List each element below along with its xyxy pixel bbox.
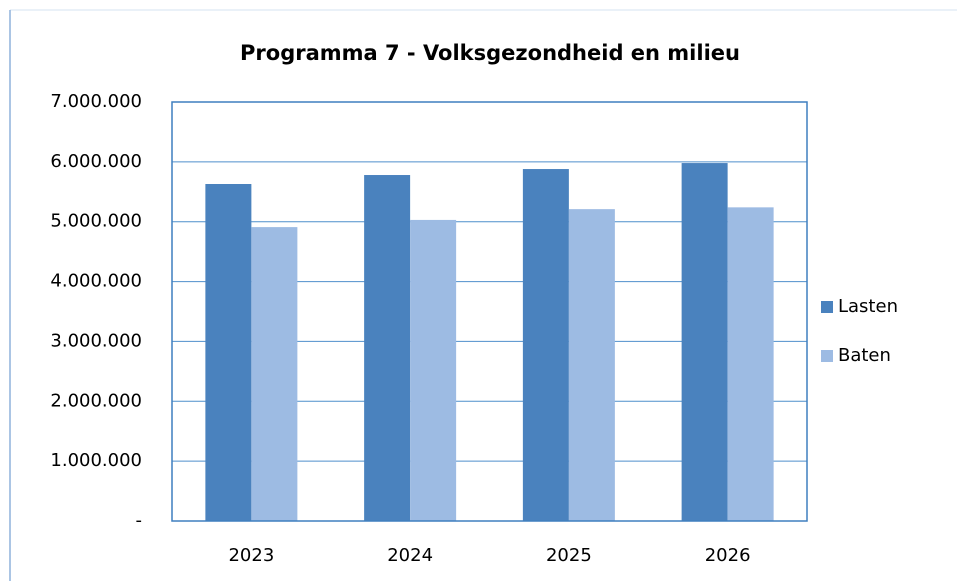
- y-tick-label: 6.000.000: [50, 151, 142, 172]
- y-tick-label: 7.000.000: [50, 91, 142, 112]
- x-tick-label: 2026: [705, 545, 751, 566]
- bar: [205, 184, 252, 522]
- legend-swatch: [821, 350, 833, 362]
- bar: [410, 219, 457, 521]
- bar: [681, 163, 728, 521]
- y-tick-label: 1.000.000: [50, 450, 142, 471]
- y-tick-label: 5.000.000: [50, 211, 142, 232]
- y-tick-label: -: [136, 510, 143, 531]
- legend-label: Lasten: [838, 296, 898, 317]
- x-tick-label: 2025: [546, 545, 592, 566]
- x-tick-label: 2024: [387, 545, 433, 566]
- bar: [364, 175, 411, 522]
- y-tick-label: 3.000.000: [50, 330, 142, 351]
- legend-swatch: [821, 301, 833, 313]
- chart-title: Programma 7 - Volksgezondheid en milieu: [240, 41, 740, 65]
- plot-area-border: [171, 101, 808, 522]
- bar: [727, 207, 774, 521]
- bar: [251, 227, 298, 521]
- bar: [522, 169, 569, 522]
- x-tick-label: 2023: [228, 545, 274, 566]
- y-tick-label: 2.000.000: [50, 390, 142, 411]
- legend-label: Baten: [838, 345, 891, 366]
- y-tick-label: 4.000.000: [50, 271, 142, 292]
- bar: [568, 209, 615, 521]
